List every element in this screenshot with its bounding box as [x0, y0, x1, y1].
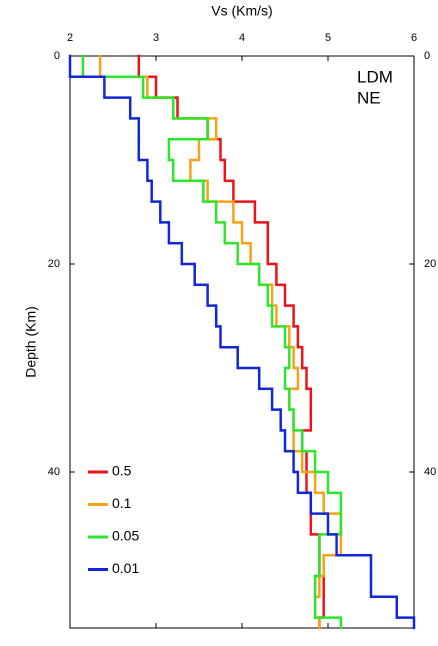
annotation: NE	[357, 88, 381, 107]
legend-label: 0.5	[112, 463, 132, 479]
y-tick-label: 20	[424, 258, 436, 270]
y-tick-label: 0	[424, 50, 430, 62]
legend-label: 0.01	[112, 560, 139, 576]
x-tick-label: 5	[325, 32, 331, 44]
y-tick-label: 40	[424, 466, 436, 478]
x-tick-label: 4	[239, 32, 245, 44]
y-tick-label: 40	[48, 466, 60, 478]
x-tick-label: 2	[67, 32, 73, 44]
y-tick-label: 20	[48, 258, 60, 270]
y-axis-label: Depth (Km)	[23, 306, 39, 378]
x-tick-label: 6	[411, 32, 417, 44]
x-axis-label: Vs (Km/s)	[211, 3, 272, 19]
legend-label: 0.05	[112, 528, 139, 544]
x-tick-label: 3	[153, 32, 159, 44]
annotation: LDM	[357, 67, 393, 86]
y-tick-label: 0	[54, 50, 60, 62]
legend-label: 0.1	[112, 495, 132, 511]
